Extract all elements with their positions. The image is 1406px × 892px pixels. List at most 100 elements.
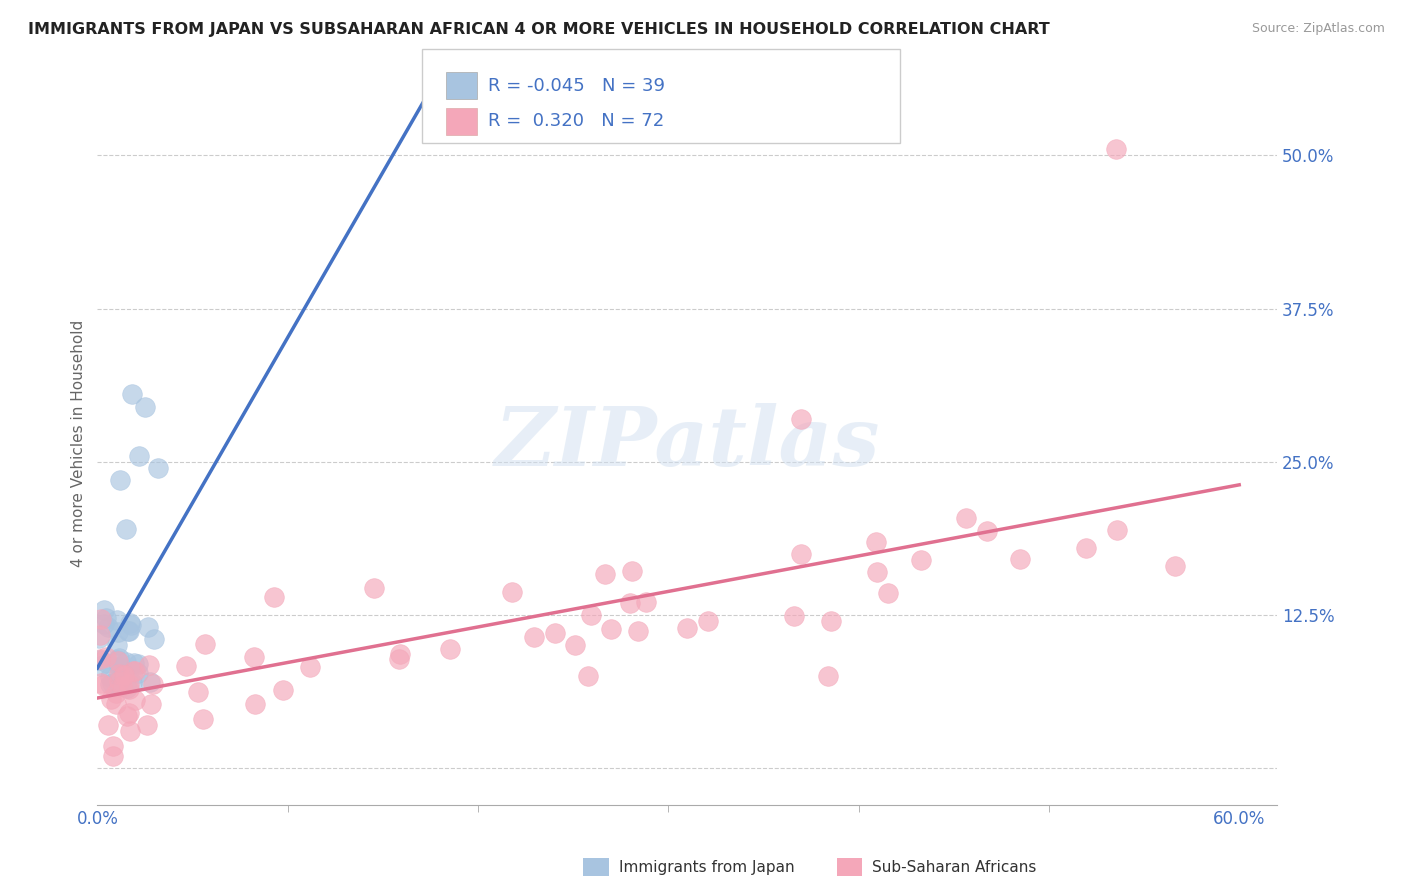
Point	[122, 656, 145, 670]
Point	[107, 678, 129, 692]
Point	[108, 674, 131, 689]
Point	[245, 697, 267, 711]
Point	[121, 675, 143, 690]
Point	[439, 642, 461, 657]
Point	[118, 624, 141, 638]
Point	[93, 603, 115, 617]
Point	[118, 724, 141, 739]
Point	[117, 624, 139, 638]
Point	[105, 639, 128, 653]
Point	[105, 653, 128, 667]
Point	[105, 697, 128, 711]
Point	[976, 524, 998, 538]
Point	[115, 681, 138, 696]
Point	[877, 586, 900, 600]
Text: R = -0.045   N = 39: R = -0.045 N = 39	[488, 77, 665, 95]
Point	[627, 624, 650, 639]
Point	[89, 631, 111, 645]
Point	[501, 585, 523, 599]
Point	[866, 565, 889, 579]
Point	[865, 535, 887, 549]
Text: IMMIGRANTS FROM JAPAN VS SUBSAHARAN AFRICAN 4 OR MORE VEHICLES IN HOUSEHOLD CORR: IMMIGRANTS FROM JAPAN VS SUBSAHARAN AFRI…	[28, 22, 1050, 37]
Point	[1164, 558, 1187, 573]
Point	[1074, 541, 1097, 555]
Point	[94, 611, 117, 625]
Point	[1104, 142, 1126, 156]
Point	[114, 655, 136, 669]
Point	[697, 614, 720, 628]
Point	[111, 665, 134, 680]
Point	[187, 685, 209, 699]
Point	[101, 675, 124, 690]
Point	[523, 631, 546, 645]
Point	[817, 669, 839, 683]
Point	[93, 616, 115, 631]
Point	[89, 628, 111, 642]
Point	[118, 615, 141, 630]
Text: R =  0.320   N = 72: R = 0.320 N = 72	[488, 112, 664, 130]
Text: ZIPatlas: ZIPatlas	[495, 403, 880, 483]
Text: Immigrants from Japan: Immigrants from Japan	[619, 860, 794, 874]
Point	[1105, 523, 1128, 537]
Point	[363, 581, 385, 595]
Point	[910, 553, 932, 567]
Point	[675, 622, 697, 636]
Point	[634, 595, 657, 609]
Point	[115, 522, 138, 536]
Point	[820, 614, 842, 628]
Point	[112, 668, 135, 682]
Point	[136, 620, 159, 634]
Point	[118, 677, 141, 691]
Point	[194, 638, 217, 652]
Point	[388, 652, 411, 666]
Point	[93, 678, 115, 692]
Point	[143, 632, 166, 646]
Point	[97, 718, 120, 732]
Point	[263, 590, 285, 604]
Point	[120, 617, 142, 632]
Point	[790, 547, 813, 561]
Point	[128, 449, 150, 463]
Point	[298, 660, 321, 674]
Point	[115, 709, 138, 723]
Point	[544, 625, 567, 640]
Point	[89, 653, 111, 667]
Point	[97, 620, 120, 634]
Point	[599, 623, 621, 637]
Point	[593, 567, 616, 582]
Point	[122, 665, 145, 679]
Point	[107, 625, 129, 640]
Point	[89, 651, 111, 665]
Point	[1010, 552, 1032, 566]
Point	[388, 648, 411, 662]
Point	[134, 400, 156, 414]
Point	[90, 612, 112, 626]
Point	[141, 677, 163, 691]
Point	[107, 654, 129, 668]
Text: Source: ZipAtlas.com: Source: ZipAtlas.com	[1251, 22, 1385, 36]
Point	[174, 659, 197, 673]
Point	[243, 649, 266, 664]
Point	[124, 664, 146, 678]
Point	[100, 670, 122, 684]
Point	[89, 659, 111, 673]
Point	[619, 596, 641, 610]
Point	[96, 656, 118, 670]
Point	[124, 693, 146, 707]
Point	[127, 657, 149, 671]
Point	[107, 660, 129, 674]
Point	[620, 564, 643, 578]
Point	[127, 666, 149, 681]
Point	[98, 676, 121, 690]
Point	[135, 718, 157, 732]
Point	[118, 681, 141, 696]
Point	[148, 461, 170, 475]
Point	[105, 686, 128, 700]
Point	[101, 739, 124, 753]
Point	[111, 679, 134, 693]
Point	[96, 650, 118, 665]
Point	[105, 613, 128, 627]
Point	[271, 682, 294, 697]
Point	[139, 698, 162, 712]
Point	[138, 657, 160, 672]
